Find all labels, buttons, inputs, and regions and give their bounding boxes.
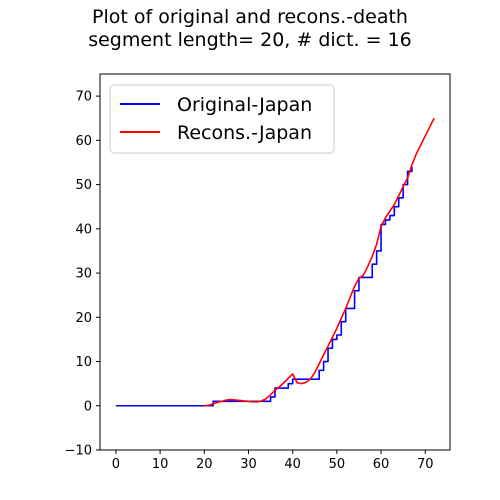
x-tick-label: 50: [329, 457, 346, 472]
series-line-2: [204, 117, 435, 407]
legend-box: [109, 84, 335, 154]
y-tick-label: 70: [75, 90, 92, 105]
x-tick-label: 60: [373, 457, 390, 472]
legend-label-2: Recons.-Japan: [177, 122, 312, 144]
y-tick-label: 0: [84, 399, 92, 414]
x-tick-label: 20: [196, 457, 213, 472]
y-tick-label: 20: [75, 311, 92, 326]
y-tick-label: 60: [75, 134, 92, 149]
y-tick-label: 50: [75, 178, 92, 193]
x-tick-label: 0: [112, 457, 120, 472]
y-tick-label: 30: [75, 267, 92, 282]
series-layer: [115, 117, 435, 407]
x-tick-label: 40: [284, 457, 301, 472]
y-tick-label: 40: [75, 222, 92, 237]
x-tick-label: 10: [152, 457, 169, 472]
x-tick-label: 70: [417, 457, 434, 472]
chart-title-line-2: segment length= 20, # dict. = 16: [88, 29, 412, 51]
y-tick-label: −10: [65, 444, 92, 459]
legend-label-1: Original-Japan: [177, 94, 312, 116]
legend: Original-Japan Recons.-Japan: [109, 84, 335, 154]
chart-title-line-1: Plot of original and recons.-death: [92, 6, 408, 28]
ticks-layer: 0 10 20 30 40 50 60 70 −10 0 10 20 30 40 50 60 70: [65, 90, 434, 472]
chart-title: Plot of original and recons.-death segme…: [0, 6, 500, 52]
x-tick-label: 30: [240, 457, 257, 472]
axes-frame: [99, 73, 451, 451]
series-line-1: [115, 166, 413, 407]
y-tick-label: 10: [75, 355, 92, 370]
